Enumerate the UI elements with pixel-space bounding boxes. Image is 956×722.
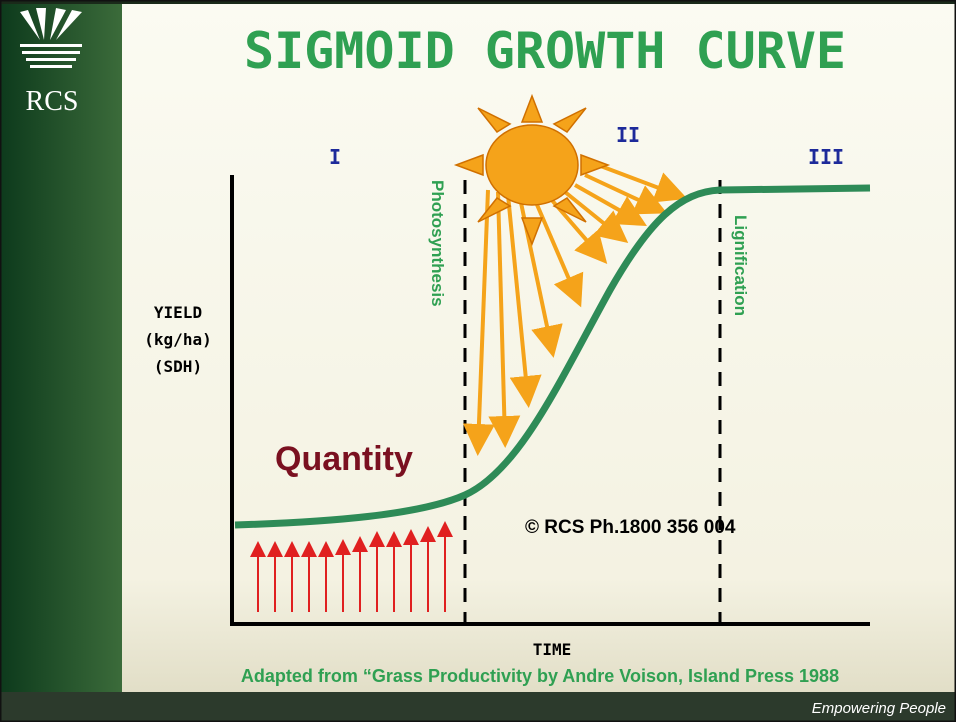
logo-icon — [20, 8, 82, 68]
logo-text: RCS — [26, 86, 79, 117]
phase-label: I — [329, 145, 341, 169]
copyright: © RCS Ph.1800 356 004 — [525, 517, 736, 538]
y-axis-label: (SDH) — [154, 357, 202, 376]
phase-label: II — [616, 123, 640, 147]
title: SIGMOID GROWTH CURVE — [244, 22, 846, 80]
top-border — [0, 0, 956, 4]
source: Adapted from “Grass Productivity by Andr… — [241, 666, 839, 686]
stage-label: Lignification — [731, 215, 750, 316]
stage-label: Photosynthesis — [428, 180, 447, 307]
phase-label: III — [808, 145, 844, 169]
y-axis-label: YIELD — [154, 303, 202, 322]
side-bar — [0, 0, 122, 722]
y-axis-label: (kg/ha) — [144, 330, 211, 349]
tagline: Empowering People — [812, 700, 946, 717]
sun — [453, 93, 611, 247]
red-arrows — [250, 521, 453, 612]
quantity-label: Quantity — [275, 440, 413, 478]
x-axis-label: TIME — [533, 640, 572, 659]
growth-curve — [234, 184, 871, 529]
bottom-bar — [0, 692, 956, 722]
